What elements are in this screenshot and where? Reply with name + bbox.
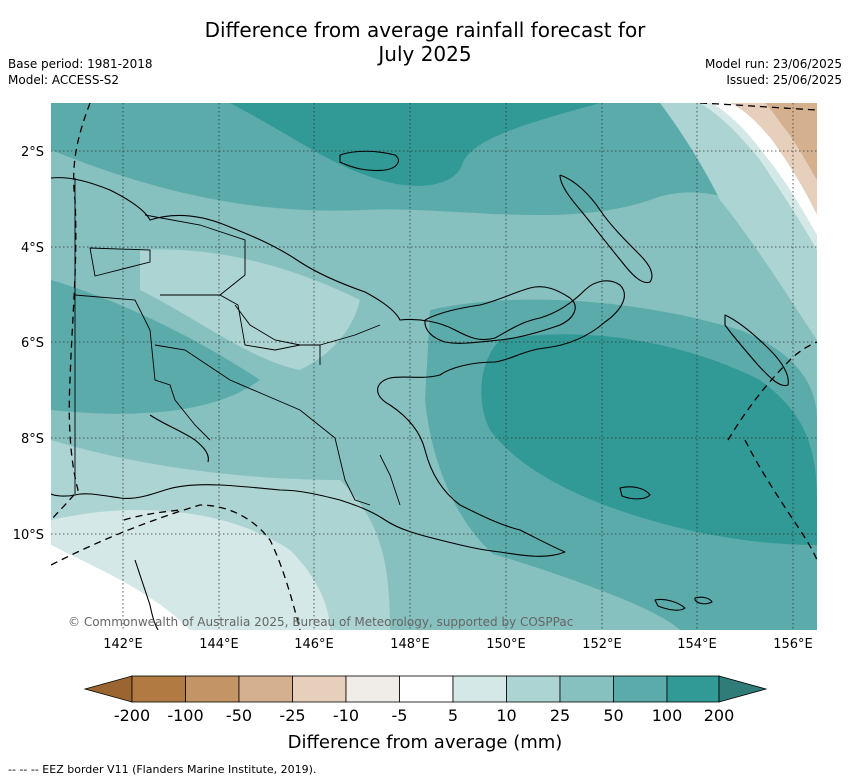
new-britain-coast: [424, 286, 576, 344]
manus-coast: [339, 150, 399, 172]
lat-label: 8°S: [21, 432, 44, 447]
lon-label: 148°E: [390, 637, 430, 652]
woodlark-island: [694, 596, 713, 605]
lon-label: 156°E: [773, 637, 813, 652]
rainfall-anomaly-field: © Commonwealth of Australia 2025, Bureau…: [51, 103, 817, 630]
colorbar-extend-high: [718, 675, 768, 703]
lon-label: 152°E: [582, 637, 622, 652]
zone-25-50-south: [390, 530, 680, 630]
coastlines: [51, 150, 789, 630]
lon-label: 146°E: [294, 637, 334, 652]
title-line-2: July 2025: [378, 42, 472, 66]
border-enga: [160, 294, 321, 365]
base-period: Base period: 1981-2018: [8, 57, 153, 71]
lon-label: 144°E: [199, 637, 239, 652]
meta-right: Model run: 23/06/2025 Issued: 25/06/2025: [705, 56, 842, 88]
colorbar: -200 -100 -50 -25 -10 -5 5 10 25 50 100 …: [83, 675, 768, 753]
fergusson-island: [619, 486, 651, 500]
zone-10-25-highlands: [140, 249, 360, 370]
colorbar-tick: 50: [603, 706, 623, 725]
zone-50-100-west: [51, 280, 260, 414]
border-madang: [319, 324, 381, 346]
fly-river: [149, 414, 209, 463]
issued-date: Issued: 25/06/2025: [726, 73, 842, 87]
colorbar-segment: [131, 675, 186, 703]
colorbar-tick: -5: [392, 706, 408, 725]
lat-label: 4°S: [21, 241, 44, 256]
meta-left: Base period: 1981-2018 Model: ACCESS-S2: [8, 56, 153, 88]
border-western-highlands: [234, 304, 301, 346]
lat-label: 10°S: [13, 528, 44, 543]
provincial-borders: [74, 178, 401, 506]
cape-york-coast: [134, 559, 159, 630]
colorbar-tick: -200: [114, 706, 150, 725]
colorbar-segment: [399, 675, 454, 703]
colorbar-tick: 200: [704, 706, 735, 725]
colorbar-tick: 5: [448, 706, 458, 725]
colorbar-segment: [238, 675, 293, 703]
colorbar-ticks: -200 -100 -50 -25 -10 -5 5 10 25 50 100 …: [114, 706, 734, 725]
eez-border: [51, 103, 817, 630]
new-guinea-coast: [51, 177, 625, 557]
colorbar-segment: [452, 675, 507, 703]
lon-label: 150°E: [486, 637, 526, 652]
colorbar-tick: -100: [167, 706, 203, 725]
colorbar-tick: 10: [496, 706, 516, 725]
eez-legend-note: -- -- -- EEZ border V11 (Flanders Marine…: [8, 763, 317, 776]
bougainville-coast: [724, 314, 789, 387]
lat-label: 6°S: [21, 336, 44, 351]
colorbar-title: Difference from average (mm): [288, 732, 563, 753]
model-run: Model run: 23/06/2025: [704, 57, 842, 71]
zone-100-200-north: [230, 103, 600, 186]
colorbar-extend-low: [83, 675, 133, 703]
colorbar-segment: [613, 675, 668, 703]
colorbar-tick: -50: [226, 706, 252, 725]
border-gulf-central: [334, 437, 371, 506]
rossel-island: [654, 598, 686, 611]
border-western-sepik: [74, 294, 211, 441]
map-title: Difference from average rainfall forecas…: [0, 18, 850, 66]
lon-label: 142°E: [103, 637, 143, 652]
model-name: Model: ACCESS-S2: [8, 73, 120, 87]
colorbar-tick: 100: [652, 706, 683, 725]
colorbar-segment: [506, 675, 561, 703]
colorbar-segment: [666, 675, 720, 703]
copyright-text: © Commonwealth of Australia 2025, Bureau…: [68, 615, 573, 629]
border-oro: [379, 454, 401, 506]
lon-label: 154°E: [677, 637, 717, 652]
border-southern-highlands: [154, 344, 336, 439]
colorbar-segment: [345, 675, 400, 703]
colorbar-tick: -25: [279, 706, 305, 725]
longitude-axis: 142°E 144°E 146°E 148°E 150°E 152°E 154°…: [103, 637, 813, 652]
title-line-1: Difference from average rainfall forecas…: [204, 18, 646, 42]
colorbar-segment: [185, 675, 240, 703]
border-sandaun-inner: [89, 247, 151, 277]
new-ireland-coast: [559, 174, 653, 284]
colorbar-tick: 25: [550, 706, 570, 725]
zone-neutral-south: [51, 545, 190, 630]
colorbar-tick: -10: [333, 706, 359, 725]
lat-label: 2°S: [21, 145, 44, 160]
zone-dry-mid: [765, 103, 817, 180]
colorbar-segment: [559, 675, 614, 703]
zone-100-200-southeast: [481, 334, 817, 545]
colorbar-segment: [292, 675, 347, 703]
latitude-axis: 2°S 4°S 6°S 8°S 10°S: [13, 145, 44, 543]
